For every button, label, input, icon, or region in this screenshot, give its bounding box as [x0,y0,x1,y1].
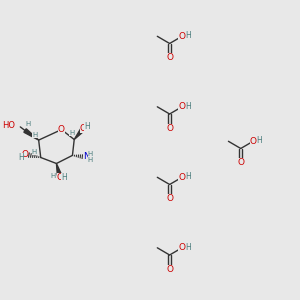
Text: O: O [166,194,173,203]
Text: HO: HO [3,122,16,130]
Text: H: H [186,31,191,40]
Text: O: O [178,243,185,252]
Polygon shape [74,128,84,140]
Polygon shape [56,164,61,175]
Text: O: O [237,158,244,167]
Text: H: H [186,172,191,181]
Text: H: H [69,130,74,136]
Text: H: H [88,157,93,163]
Text: H: H [26,121,31,127]
Text: N: N [83,152,90,161]
Text: O: O [166,53,173,62]
Text: H: H [88,151,93,157]
Text: O: O [80,124,87,133]
Polygon shape [24,129,39,140]
Text: O: O [178,102,185,111]
Text: O: O [178,173,185,182]
Text: H: H [186,243,191,252]
Text: H: H [50,173,56,179]
Text: H: H [186,102,191,111]
Text: O: O [178,32,185,41]
Text: O: O [21,150,28,159]
Text: H: H [84,122,90,131]
Text: O: O [166,265,173,274]
Text: H: H [32,132,37,138]
Text: O: O [250,137,256,146]
Text: O: O [57,173,64,182]
Text: H: H [61,173,67,182]
Text: H: H [18,153,24,162]
Text: O: O [58,125,65,134]
Text: H: H [32,148,37,154]
Text: H: H [257,136,262,145]
Text: O: O [166,124,173,133]
